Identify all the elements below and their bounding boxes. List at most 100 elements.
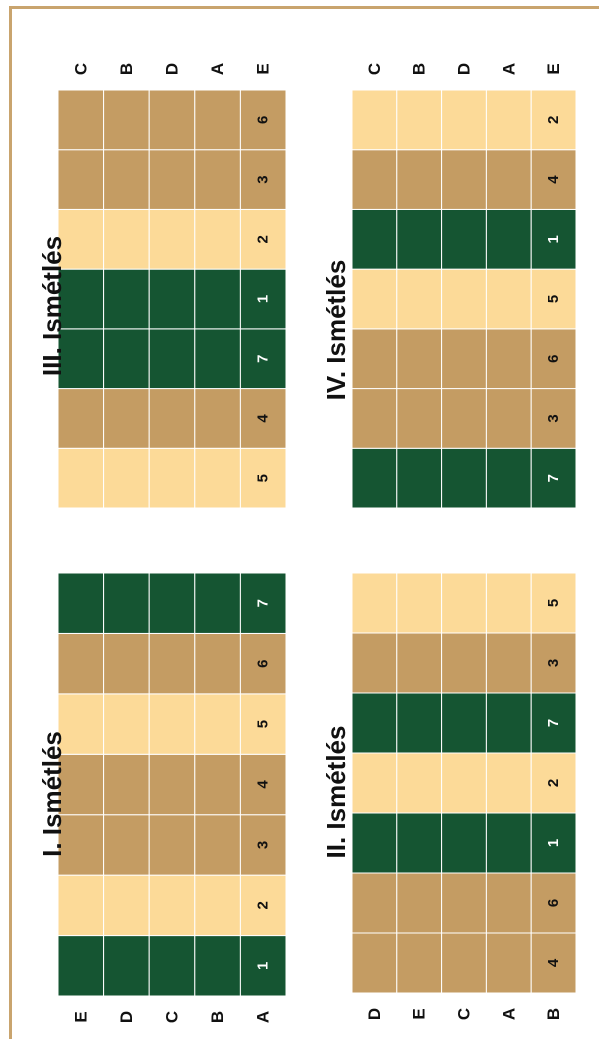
plot-cell (530, 932, 577, 994)
variety-label: D (365, 1008, 384, 1020)
treatment-label: 5 (255, 720, 272, 728)
variety-label: B (208, 1011, 227, 1023)
plot-cell (441, 872, 487, 934)
plot-cell (351, 692, 398, 754)
treatment-label: 1 (545, 235, 562, 243)
plot-cell (103, 753, 150, 816)
plot-cell (148, 935, 196, 997)
block-4: 7 3 6 5 1 4 2 C B D A E IV. Ismétlés (321, 63, 577, 509)
plot-cell (396, 632, 443, 694)
plot-cell (485, 932, 532, 994)
variety-label: E (544, 63, 563, 74)
plot-cell (194, 753, 241, 816)
variety-label: D (163, 63, 182, 75)
plot-cell (396, 89, 443, 151)
plot-cell (441, 632, 487, 694)
plot-cell (57, 89, 105, 151)
variety-label: C (71, 63, 90, 75)
plot-cell (103, 693, 150, 755)
plot-cell (485, 89, 532, 151)
treatment-label: 1 (255, 295, 272, 303)
block-3: 5 4 7 1 2 3 6 C B D A E III. Ismétlés (37, 63, 287, 509)
plot-cell (103, 208, 150, 270)
block-2: 4 6 1 2 7 3 5 D E C A B II. Ismétlés (321, 572, 577, 1020)
plot-cell (485, 632, 532, 694)
treatment-label: 6 (545, 355, 562, 363)
plot-cell (530, 632, 577, 694)
plot-cell (396, 149, 443, 210)
plot-cell (103, 935, 150, 997)
plot-cell (148, 572, 196, 634)
plot-cell (530, 149, 577, 210)
plot-cell (239, 149, 287, 210)
plot-cell (396, 812, 443, 874)
plot-cell (194, 572, 241, 634)
plot-cell (103, 268, 150, 330)
variety-label: E (410, 1008, 429, 1019)
plot-cell (103, 814, 150, 876)
variety-label: B (117, 63, 136, 75)
treatment-label: 1 (255, 962, 272, 970)
treatment-label: 2 (545, 779, 562, 787)
plot-cell (57, 814, 105, 876)
plot-cell (441, 692, 487, 754)
plot-cell (485, 872, 532, 934)
plot-cell (351, 89, 398, 151)
plot-cell (239, 208, 287, 270)
plot-cell (441, 812, 487, 874)
plot-cell (441, 932, 487, 994)
plot-cell (148, 632, 196, 695)
plot-cell (57, 874, 105, 937)
plot-cell (485, 447, 532, 509)
plot-cell (485, 388, 532, 449)
plot-cell (57, 632, 105, 695)
plot-cell (194, 149, 241, 210)
plot-cell (351, 812, 398, 874)
plot-cell (530, 268, 577, 330)
block-title: I. Ismétlés (37, 731, 67, 857)
plot-cell (441, 572, 487, 634)
plot-cell (530, 89, 577, 151)
plot-cell (530, 812, 577, 874)
plot-cell (351, 208, 398, 270)
variety-label: A (499, 1008, 518, 1020)
plot-cell (103, 388, 150, 449)
plot-cell (351, 872, 398, 934)
plot-cell (194, 935, 241, 997)
plot-cell (485, 268, 532, 330)
plot-cell (57, 935, 105, 997)
treatment-label: 2 (545, 116, 562, 124)
treatment-label: 7 (255, 599, 272, 607)
plot-cell (351, 752, 398, 814)
plot-cell (396, 268, 443, 330)
plot-cell (396, 447, 443, 509)
plot-cell (351, 447, 398, 509)
plot-cell (441, 89, 487, 151)
plot-cell (351, 632, 398, 694)
plot-cell (396, 752, 443, 814)
plot-cell (57, 208, 105, 270)
plot-cell (194, 328, 241, 390)
treatment-label: 6 (545, 899, 562, 907)
plot-cell (239, 268, 287, 330)
treatment-label: 5 (545, 295, 562, 303)
plot-cell (148, 388, 196, 449)
plot-cell (148, 328, 196, 390)
plot-cell (530, 328, 577, 390)
treatment-label: 4 (255, 414, 272, 423)
plot-cell (530, 208, 577, 270)
plot-cell (441, 208, 487, 270)
variety-label: A (499, 63, 518, 75)
plot-cell (441, 149, 487, 210)
variety-label: B (410, 63, 429, 75)
plot-cell (148, 874, 196, 937)
variety-label: C (455, 1008, 474, 1020)
plot-cell (396, 692, 443, 754)
treatment-label: 3 (255, 841, 272, 849)
plot-cell (485, 328, 532, 390)
treatment-label: 1 (545, 839, 562, 847)
plot-cell (396, 872, 443, 934)
plot-cell (103, 447, 150, 509)
variety-label: C (163, 1011, 182, 1023)
block-title: III. Ismétlés (37, 236, 67, 376)
